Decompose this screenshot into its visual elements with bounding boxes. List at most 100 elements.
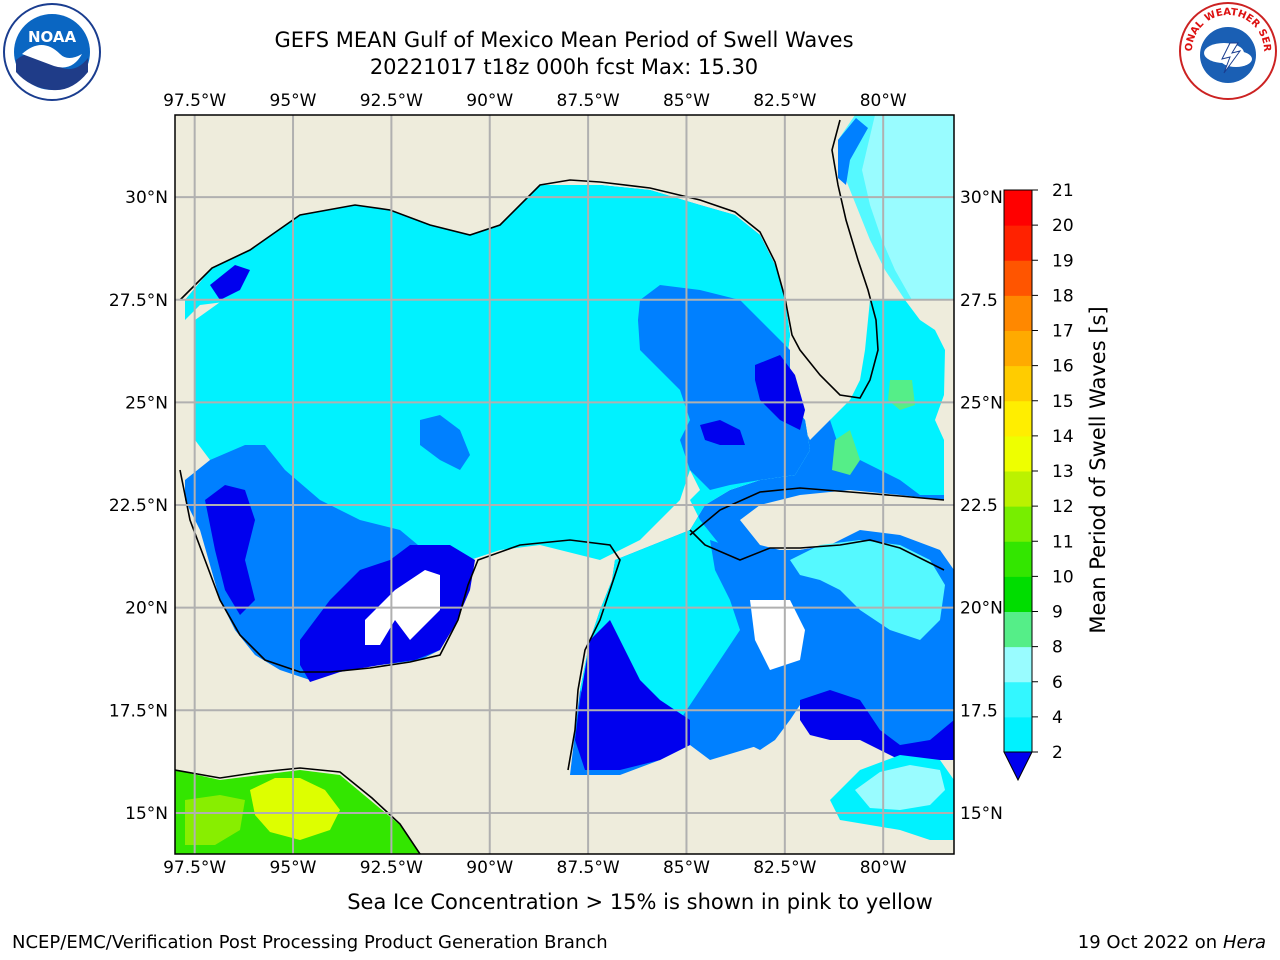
latitude-label-left: 17.5°N [109, 701, 168, 721]
latitude-label-right: 17.5 [960, 701, 998, 721]
colorbar-tick-label: 8 [1052, 638, 1063, 658]
atlantic-deep-swell [838, 118, 868, 185]
longitude-label-bottom: 82.5°W [753, 858, 816, 878]
eastern-gulf-deep-swell-2 [700, 420, 745, 445]
colorbar-tick-label: 15 [1052, 392, 1074, 412]
latitude-label-left: 30°N [125, 188, 168, 208]
colorbar-tick-label: 2 [1052, 743, 1063, 763]
colorbar-band [1004, 365, 1032, 402]
colorbar-tick-label: 20 [1052, 216, 1074, 236]
longitude-label-top: 90°W [466, 91, 513, 111]
map-gridlines [175, 115, 954, 854]
caribbean-southeast-light-swell [855, 765, 945, 810]
bahamas-swell [830, 300, 945, 495]
latitude-label-right: 27.5 [960, 291, 998, 311]
colorbar-tick-label: 21 [1052, 181, 1074, 201]
caribbean-light-swell [790, 540, 945, 640]
latitude-label-right: 25°N [960, 393, 1003, 413]
latitude-label-left: 22.5°N [109, 496, 168, 516]
caribbean-deep-swell-2 [575, 620, 690, 770]
longitude-label-top: 97.5°W [163, 91, 226, 111]
noaa-logo: NOAA [3, 3, 101, 101]
colorbar-band [1004, 611, 1032, 648]
colorbar-tick-label: 19 [1052, 251, 1074, 271]
sea-ice-note-text: Sea Ice Concentration > 15% is shown in … [347, 890, 933, 914]
longitude-label-top: 95°W [270, 91, 317, 111]
colorbar-band [1004, 435, 1032, 472]
caribbean-no-data [750, 600, 805, 670]
latitude-label-right: 15°N [960, 804, 1003, 824]
latitude-label-left: 27.5°N [109, 291, 168, 311]
footer-date-text: 19 Oct 2022 on [1077, 932, 1223, 953]
colorbar-tick-label: 18 [1052, 286, 1074, 306]
latitude-label-right: 22.5 [960, 496, 998, 516]
pacific-lime-swell [185, 795, 245, 845]
atlantic-light-swell [862, 115, 954, 300]
colorbar-tick-label: 10 [1052, 567, 1074, 587]
colorbar-band [1004, 541, 1032, 577]
longitude-label-bottom: 95°W [270, 858, 317, 878]
map-subtitle: 20221017 t18z 000h fcst Max: 15.30 [369, 55, 759, 79]
colorbar-label: Mean Period of Swell Waves [s] [1086, 306, 1110, 633]
colorbar-extend-triangle [1003, 751, 1033, 782]
sea-ice-note: Sea Ice Concentration > 15% is shown in … [0, 890, 1280, 914]
colorbar-band [1004, 716, 1032, 753]
longitude-label-bottom: 97.5°W [163, 858, 226, 878]
colorbar-tick-label: 16 [1052, 357, 1074, 377]
longitude-label-top: 87.5°W [557, 91, 620, 111]
latitude-label-left: 15°N [125, 804, 168, 824]
caribbean-deep-swell [800, 690, 954, 760]
nws-logo: NATIONAL WEATHER SERVICE [1178, 1, 1277, 100]
colorbar-band [1004, 260, 1032, 296]
colorbar-band [1004, 190, 1032, 226]
colorbar-tick-label: 6 [1052, 673, 1063, 693]
colorbar-band [1004, 646, 1032, 683]
colorbar-band [1004, 295, 1032, 331]
longitude-label-bottom: 90°W [466, 858, 513, 878]
longitude-label-top: 92.5°W [360, 91, 423, 111]
colorbar-band [1004, 506, 1032, 542]
footer-date: 19 Oct 2022 on Hera [1078, 932, 1266, 953]
colorbar-tick-label: 14 [1052, 427, 1074, 447]
colorbar-tick-label: 9 [1052, 603, 1063, 623]
colorbar-tick-label: 17 [1052, 322, 1074, 342]
colorbar-band [1004, 225, 1032, 261]
longitude-label-bottom: 87.5°W [557, 858, 620, 878]
northwest-gulf-swell [210, 265, 250, 300]
longitude-label-bottom: 92.5°W [360, 858, 423, 878]
longitude-label-top: 80°W [860, 91, 907, 111]
longitude-label-bottom: 80°W [860, 858, 907, 878]
colorbar-band [1004, 471, 1032, 507]
latitude-label-right: 30°N [960, 188, 1003, 208]
colorbar-band [1004, 330, 1032, 367]
longitude-label-top: 82.5°W [753, 91, 816, 111]
central-gulf-mid-swell [420, 415, 470, 470]
western-gulf-deep-swell [205, 485, 255, 615]
latitude-label-right: 20°N [960, 599, 1003, 619]
longitude-labels-bottom: 97.5°W 95°W 92.5°W 90°W 87.5°W 85°W 82.5°W 80°W [163, 858, 907, 878]
eastern-gulf-swell [638, 285, 810, 490]
colorbar: 2 4 6 8 9 10 11 12 13 14 15 16 17 18 19 20 21 [1003, 181, 1074, 782]
pacific-yellow-swell [250, 778, 340, 840]
longitude-label-top: 85°W [663, 91, 710, 111]
latitude-label-left: 20°N [125, 599, 168, 619]
footer-host: Hera [1222, 932, 1266, 953]
latitude-label-left: 25°N [125, 393, 168, 413]
colorbar-band [1004, 576, 1032, 612]
longitude-label-bottom: 85°W [663, 858, 710, 878]
map-frame [174, 114, 955, 855]
latitude-labels-left: 30°N 27.5°N 25°N 22.5°N 20°N 17.5°N 15°N [109, 188, 168, 824]
footer-branch: NCEP/EMC/Verification Post Processing Pr… [12, 932, 608, 953]
map-title: GEFS MEAN Gulf of Mexico Mean Period of … [274, 28, 854, 52]
colorbar-tick-label: 11 [1052, 532, 1074, 552]
colorbar-band [1004, 681, 1032, 718]
colorbar-tick-label: 12 [1052, 497, 1074, 517]
cuba-north-green-swell [832, 430, 860, 475]
noaa-logo-text: NOAA [28, 28, 77, 46]
coastline [175, 119, 945, 854]
colorbar-tick-label: 13 [1052, 462, 1074, 482]
central-gulf-swell [195, 190, 770, 570]
latitude-labels-right: 30°N 27.5 25°N 22.5 20°N 17.5 15°N [960, 188, 1003, 824]
longitude-labels-top: 97.5°W 95°W 92.5°W 90°W 87.5°W 85°W 82.5°W 80°W [163, 91, 907, 111]
